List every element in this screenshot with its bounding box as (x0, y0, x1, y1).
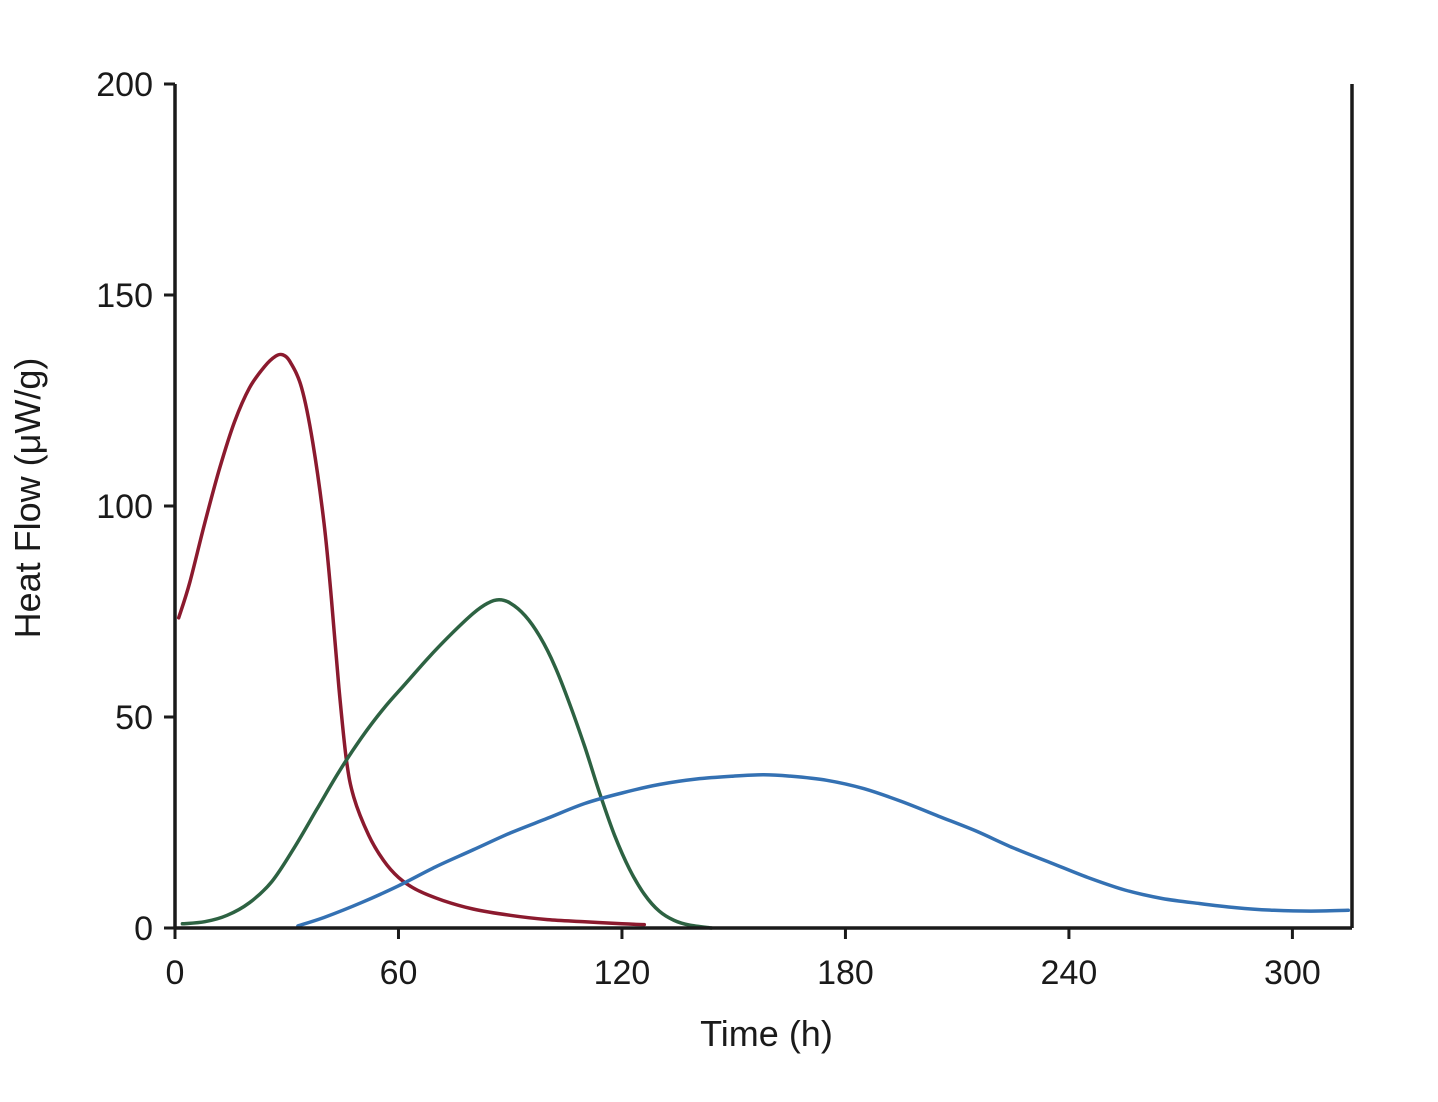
axes-layer (173, 84, 1354, 930)
x-tick-label: 120 (594, 954, 651, 992)
ticks-layer: 0 60 120 180 240 300 0 50 100 150 200 (96, 66, 1321, 992)
series-layer (176, 352, 1351, 930)
series-line-green (180, 597, 714, 930)
y-tick-label: 100 (96, 488, 153, 526)
x-tick-label: 60 (380, 954, 418, 992)
y-axis-title: Heat Flow (μW/g) (7, 358, 48, 639)
series-line-blue (296, 773, 1351, 928)
series-line-red (176, 352, 647, 927)
x-axis-title: Time (h) (700, 1013, 833, 1054)
y-tick-label: 150 (96, 277, 153, 315)
x-tick-label: 180 (817, 954, 874, 992)
y-tick-label: 50 (115, 699, 153, 737)
x-tick-label: 240 (1041, 954, 1098, 992)
x-tick-label: 0 (166, 954, 185, 992)
y-tick-label: 200 (96, 66, 153, 104)
y-tick-label: 0 (134, 910, 153, 948)
x-tick-label: 300 (1264, 954, 1321, 992)
